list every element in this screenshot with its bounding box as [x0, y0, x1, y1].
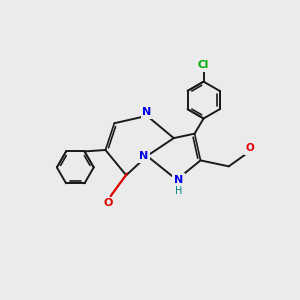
- Text: Cl: Cl: [198, 60, 209, 70]
- Text: O: O: [104, 199, 113, 208]
- Text: N: N: [139, 151, 148, 161]
- Text: O: O: [245, 143, 254, 153]
- Text: H: H: [175, 186, 182, 196]
- Text: N: N: [174, 175, 183, 185]
- Text: N: N: [142, 107, 152, 117]
